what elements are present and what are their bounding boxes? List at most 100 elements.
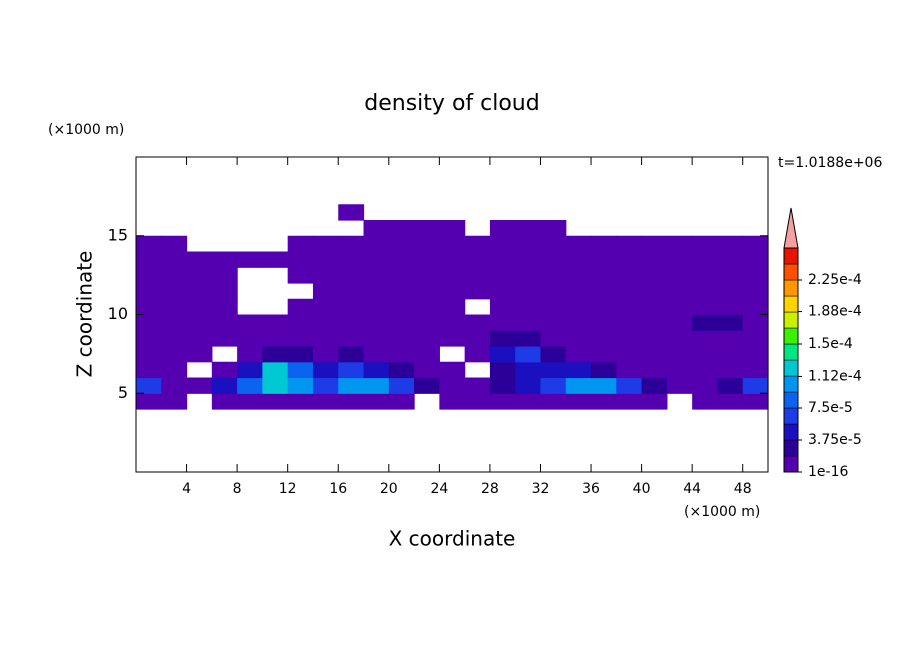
contour-cell (186, 330, 213, 347)
contour-cell (641, 235, 668, 253)
contour-cell (641, 251, 668, 268)
x-unit: (×1000 m) (684, 504, 760, 520)
contour-cell (363, 346, 390, 363)
x-tick-label: 36 (582, 481, 600, 497)
contour-cell (717, 361, 744, 379)
contour-cell (616, 267, 643, 284)
contour-cell (439, 393, 466, 410)
colorbar-tick-label: 7.5e-5 (808, 400, 853, 416)
contour-cell (211, 251, 238, 268)
contour-cell (338, 251, 365, 268)
contour-cell (161, 283, 188, 300)
contour-cell (591, 267, 617, 284)
contour-cell (742, 393, 769, 410)
contour-cell (641, 346, 668, 363)
contour-cell (237, 314, 263, 331)
contour-cell (414, 251, 440, 268)
contour-cell (540, 377, 567, 394)
contour-cell (312, 298, 339, 316)
contour-cell (540, 298, 567, 316)
contour-cell (464, 251, 491, 268)
contour-cell (237, 393, 263, 410)
contour-cell (591, 283, 617, 300)
contour-cell (287, 251, 314, 268)
contour-cell (742, 377, 769, 394)
contour-cell (489, 330, 516, 347)
contour-cell (136, 283, 162, 300)
contour-cell (136, 361, 162, 379)
contour-cell (666, 267, 693, 284)
contour-cell (388, 393, 415, 410)
contour-cell (717, 283, 744, 300)
contour-cell (262, 377, 289, 394)
x-tick-label: 40 (633, 481, 651, 497)
contour-cell (565, 298, 592, 316)
contour-cell (515, 298, 542, 316)
x-tick-label: 44 (683, 481, 701, 497)
contour-cell (489, 283, 516, 300)
contour-cell (641, 267, 668, 284)
contour-cell (312, 283, 339, 300)
contour-cell (464, 235, 491, 253)
contour-cell (742, 361, 769, 379)
contour-cell (211, 267, 238, 284)
contour-cell (287, 330, 314, 347)
colorbar-band (783, 359, 799, 377)
contour-cell (591, 361, 617, 379)
contour-cell (464, 393, 491, 410)
x-tick-label: 20 (380, 481, 398, 497)
contour-cell (338, 267, 365, 284)
contour-cell (136, 346, 162, 363)
contour-cell (464, 330, 491, 347)
contour-cell (312, 361, 339, 379)
contour-cell (515, 251, 542, 268)
contour-cell (591, 330, 617, 347)
contour-cell (565, 361, 592, 379)
contour-cell (338, 204, 365, 221)
contour-cell (742, 314, 769, 331)
contour-cell (616, 283, 643, 300)
colorbar-band (783, 439, 799, 457)
contour-cell (742, 283, 769, 300)
contour-cell (464, 283, 491, 300)
contour-cell (489, 220, 516, 237)
contour-cell (186, 251, 213, 268)
contour-cell (439, 377, 466, 394)
contour-cell (414, 314, 440, 331)
contour-cell (515, 220, 542, 237)
contour-cell (439, 361, 466, 379)
contour-cell (312, 251, 339, 268)
contour-cell (489, 267, 516, 284)
contour-cell (717, 298, 744, 316)
contour-cell (515, 283, 542, 300)
colorbar-band (783, 311, 799, 329)
contour-cell (489, 298, 516, 316)
contour-cell (515, 346, 542, 363)
contour-cell (464, 346, 491, 363)
contour-cell (616, 298, 643, 316)
contour-cell (540, 330, 567, 347)
contour-cell (565, 267, 592, 284)
colorbar-band (783, 327, 799, 345)
contour-cell (464, 314, 491, 331)
colorbar-band (783, 455, 799, 473)
contour-cell (641, 298, 668, 316)
time-annotation: t=1.0188e+06 (778, 155, 882, 171)
colorbar-tick-label: 3.75e-5 (808, 432, 862, 448)
contour-cell (186, 346, 213, 363)
contour-cell (161, 235, 188, 253)
contour-cell (388, 235, 415, 253)
contour-cell (692, 298, 719, 316)
colorbar-tick-label: 1.88e-4 (808, 304, 862, 320)
x-tick-label: 32 (532, 481, 550, 497)
contour-cell (287, 298, 314, 316)
contour-cell (338, 346, 365, 363)
contour-cell (565, 330, 592, 347)
colorbar-extend (783, 207, 799, 249)
contour-cell (717, 377, 744, 394)
contour-cell (666, 346, 693, 363)
contour-cell (540, 361, 567, 379)
x-tick-label: 4 (182, 481, 191, 497)
